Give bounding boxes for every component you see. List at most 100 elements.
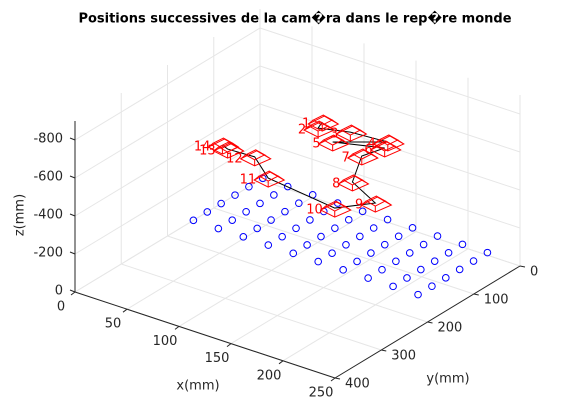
board-point xyxy=(264,241,273,249)
camera-label: 13 xyxy=(199,144,216,159)
board-point xyxy=(203,208,212,216)
camera-edge xyxy=(208,142,214,148)
board-point xyxy=(270,191,278,199)
camera xyxy=(335,124,368,142)
camera-edge xyxy=(318,120,321,123)
camera-label: 2 xyxy=(298,123,306,138)
z-tick-label: -400 xyxy=(33,208,63,223)
board-point xyxy=(364,274,372,282)
z-axis-label: z(mm) xyxy=(13,194,28,236)
camera-edge xyxy=(331,119,339,125)
board-point xyxy=(328,249,336,257)
camera xyxy=(253,170,286,188)
grid-line xyxy=(167,235,428,323)
board-point xyxy=(267,216,275,224)
z-tick xyxy=(69,175,76,179)
y-tick-label: 300 xyxy=(391,349,416,364)
camera-label: 9 xyxy=(355,198,363,213)
board-point xyxy=(256,199,264,208)
camera xyxy=(239,149,272,167)
camera-edge xyxy=(353,174,355,177)
camera-edge xyxy=(362,148,365,151)
board-point xyxy=(217,199,225,208)
board-point xyxy=(292,224,300,233)
camera xyxy=(369,140,402,158)
camera-edge xyxy=(394,145,401,151)
camera xyxy=(346,148,379,166)
camera-edge xyxy=(320,205,327,211)
camera-edge xyxy=(371,153,379,159)
board-point xyxy=(231,191,239,199)
camera xyxy=(337,174,370,192)
board-point xyxy=(358,207,367,216)
camera-edge xyxy=(385,200,392,206)
chart-title: Positions successives de la cam�ra dans … xyxy=(78,11,511,27)
camera-label: 4 xyxy=(368,136,376,151)
board-point xyxy=(344,215,353,224)
board-point xyxy=(331,224,339,232)
board-point xyxy=(444,248,453,257)
board-point xyxy=(239,233,248,241)
board-point xyxy=(342,241,350,249)
z-tick xyxy=(69,289,76,293)
camera-edge xyxy=(253,175,260,181)
board-point xyxy=(414,290,422,299)
camera-edge xyxy=(237,146,244,152)
x-tick xyxy=(226,343,232,348)
camera-label: 11 xyxy=(240,173,257,188)
z-tick xyxy=(69,137,76,141)
x-tick xyxy=(278,360,284,365)
camera-edge xyxy=(373,139,380,145)
grid-line xyxy=(259,103,521,191)
camera xyxy=(317,134,350,152)
board-point xyxy=(214,224,223,233)
camera-edge xyxy=(333,134,336,137)
x-tick xyxy=(122,308,128,313)
camera-label: 8 xyxy=(332,176,340,191)
camera xyxy=(207,137,240,155)
grid-line xyxy=(121,263,382,351)
camera-edge xyxy=(360,200,367,206)
camera-label: 14 xyxy=(194,140,211,155)
board-point xyxy=(419,240,428,249)
x-tick xyxy=(330,377,336,382)
board-point xyxy=(408,224,417,232)
y-tick xyxy=(473,293,479,296)
camera-edge xyxy=(240,154,246,160)
board-point xyxy=(242,207,250,216)
board-point xyxy=(253,224,261,233)
z-tick-label: 0 xyxy=(55,284,63,299)
y-tick xyxy=(381,349,387,352)
camera-edge xyxy=(344,205,352,211)
camera-edge xyxy=(388,134,391,137)
z-tick xyxy=(69,251,76,255)
board-point xyxy=(353,257,361,266)
camera-edge xyxy=(335,200,338,203)
board-point xyxy=(303,241,311,249)
x-tick xyxy=(70,291,76,296)
camera-edge xyxy=(360,129,367,135)
x-tick-label: 150 xyxy=(205,351,230,366)
camera-label: 6 xyxy=(364,142,372,157)
camera-label: 5 xyxy=(312,137,320,152)
z-tick-label: -800 xyxy=(33,132,63,147)
camera xyxy=(360,195,393,213)
camera-label: 7 xyxy=(342,151,350,166)
camera-edge xyxy=(322,114,325,117)
camera-edge xyxy=(232,142,239,148)
y-tick xyxy=(427,321,433,324)
x-tick-label: 100 xyxy=(153,334,178,349)
grid-line xyxy=(74,65,261,179)
board-point xyxy=(283,182,292,191)
board-point xyxy=(403,274,411,282)
board-point xyxy=(383,215,392,224)
camera-label: 10 xyxy=(306,203,323,218)
z-tick-label: -600 xyxy=(33,170,63,185)
x-tick-label: 200 xyxy=(257,368,282,383)
board-point xyxy=(433,232,442,240)
board-point xyxy=(367,249,375,257)
grid-line xyxy=(74,141,261,255)
board-point xyxy=(405,249,414,257)
